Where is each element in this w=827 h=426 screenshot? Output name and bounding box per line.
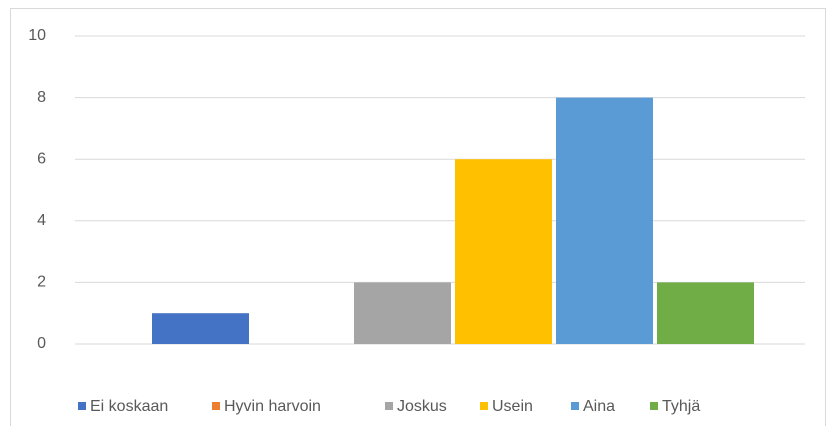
bar <box>152 313 249 344</box>
y-tick-label: 0 <box>37 335 46 352</box>
legend-swatch <box>212 402 220 410</box>
y-tick-label: 2 <box>37 274 46 291</box>
legend-swatch <box>650 402 658 410</box>
bar <box>556 97 653 344</box>
y-tick-label: 6 <box>37 150 46 167</box>
y-tick-label: 8 <box>37 89 46 106</box>
bar <box>455 159 552 344</box>
legend-label: Tyhjä <box>662 398 700 415</box>
legend-swatch <box>480 402 488 410</box>
legend-swatch <box>385 402 393 410</box>
legend-swatch <box>78 402 86 410</box>
y-tick-label: 4 <box>37 212 46 229</box>
chart-border <box>10 8 826 426</box>
legend-label: Ei koskaan <box>90 398 168 415</box>
legend-label: Usein <box>492 398 533 415</box>
bar <box>657 282 754 344</box>
y-tick-label: 10 <box>28 27 46 44</box>
legend-label: Joskus <box>397 398 447 415</box>
bar <box>354 282 451 344</box>
legend-label: Aina <box>583 398 615 415</box>
legend-label: Hyvin harvoin <box>224 398 321 415</box>
legend-swatch <box>571 402 579 410</box>
